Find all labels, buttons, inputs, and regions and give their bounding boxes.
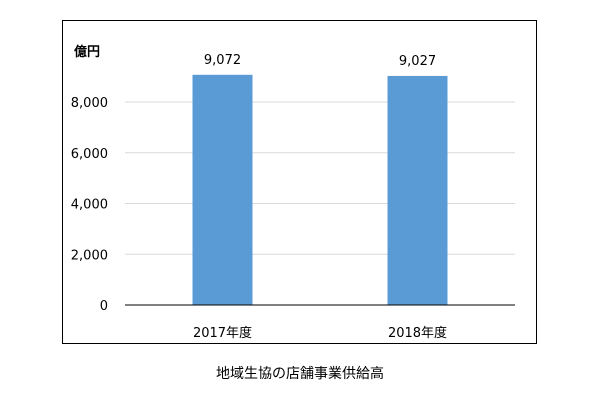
y-tick-label: 0 <box>100 299 108 314</box>
y-tick-label: 2,000 <box>71 248 108 263</box>
x-category-label: 2018年度 <box>388 325 447 341</box>
bar <box>387 75 448 305</box>
chart-caption: 地域生協の店舗事業供給高 <box>216 366 384 382</box>
y-tick-label: 8,000 <box>71 96 108 111</box>
bar-value-label: 9,027 <box>399 54 436 69</box>
y-tick-label: 6,000 <box>71 147 108 162</box>
bar-value-label: 9,072 <box>204 53 241 68</box>
y-tick-label: 4,000 <box>71 198 108 213</box>
x-category-label: 2017年度 <box>193 325 252 341</box>
chart-frame <box>62 20 537 344</box>
y-unit-label: 億円 <box>74 44 100 60</box>
bar <box>192 74 253 305</box>
